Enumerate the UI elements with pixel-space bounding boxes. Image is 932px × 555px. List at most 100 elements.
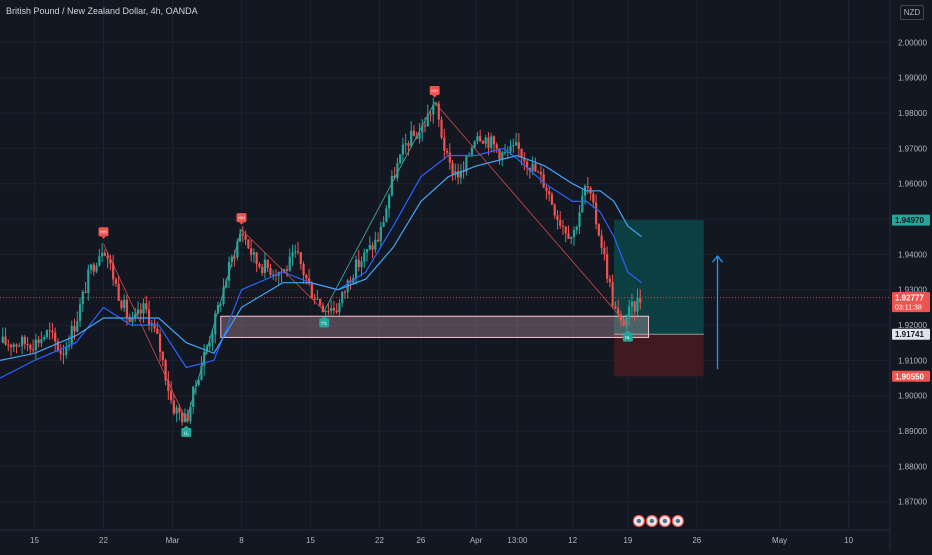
candle-body	[633, 301, 636, 312]
candle-body	[208, 342, 211, 347]
candle-body	[445, 150, 449, 153]
time-tick-label: 26	[416, 536, 425, 545]
candle-body	[87, 269, 90, 293]
candle-body	[594, 202, 598, 225]
price-label-current: 1.92777 03:11:38	[892, 292, 930, 313]
candle-body	[583, 186, 587, 196]
candle-body	[498, 148, 501, 159]
candle-body	[399, 154, 402, 164]
candle-body	[412, 130, 416, 136]
candle-body	[390, 175, 393, 196]
price-tick-label: 1.88000	[898, 462, 927, 471]
candle-body	[106, 255, 109, 259]
time-tick-label: 8	[239, 536, 244, 545]
candle-body	[388, 195, 391, 209]
candle-body	[608, 278, 611, 283]
candle-body	[534, 163, 537, 172]
candle-body	[81, 291, 84, 305]
price-tick-label: 1.93000	[898, 286, 927, 295]
price-label-target: 1.94970	[892, 214, 930, 226]
candle-body	[20, 336, 24, 346]
candle-body	[592, 193, 595, 203]
candle-body	[189, 406, 192, 422]
candle-body	[214, 313, 217, 335]
candle-body	[65, 346, 68, 355]
pivot-low-marker: HL	[622, 330, 633, 342]
candle-body	[327, 310, 330, 312]
candle-body	[393, 175, 396, 179]
candle-body	[78, 304, 82, 322]
candle-body	[98, 256, 101, 266]
currency-badge[interactable]: NZD	[900, 5, 924, 20]
candle-body	[454, 171, 457, 175]
candle-body	[263, 259, 267, 273]
candle-body	[18, 345, 21, 347]
candle-body	[170, 390, 173, 401]
candle-body	[462, 171, 465, 173]
pivot-marker-box	[181, 427, 192, 437]
zigzag-up-leg	[185, 229, 242, 421]
pivot-marker-pointer	[238, 222, 244, 225]
candle-body	[559, 219, 562, 226]
zigzag-up-leg	[323, 102, 436, 312]
candle-body	[181, 412, 184, 423]
time-tick-label: May	[772, 536, 787, 545]
candle-body	[368, 245, 371, 250]
candle-body	[338, 302, 341, 313]
candle-body	[429, 114, 432, 116]
candle-body	[401, 144, 405, 155]
candle-body	[335, 310, 338, 313]
candle-body	[307, 278, 311, 284]
price-tick-label: 1.92000	[898, 321, 927, 330]
candle-body	[156, 328, 159, 334]
candle-body	[520, 148, 523, 159]
candle-body	[216, 305, 220, 314]
price-axis-panel	[890, 0, 932, 550]
price-tick-label: 1.89000	[898, 427, 927, 436]
candle-body	[272, 274, 275, 276]
event-flag-icon	[662, 518, 668, 524]
candle-body	[252, 252, 255, 255]
price-tick-label: 1.98000	[898, 109, 927, 118]
candle-body	[236, 241, 239, 258]
countdown-label: 03:11:38	[895, 305, 922, 312]
candle-body	[316, 298, 319, 300]
price-tick-label: 1.97000	[898, 144, 927, 153]
candle-body	[636, 298, 639, 312]
candle-body	[443, 137, 446, 151]
time-tick-label: 15	[30, 536, 39, 545]
candle-body	[614, 306, 617, 309]
candle-body	[531, 163, 534, 171]
chart-title: British Pound / New Zealand Dollar, 4h, …	[6, 6, 198, 16]
pivot-marker-label: HH	[238, 215, 245, 220]
candle-body	[459, 171, 462, 178]
candle-body	[371, 245, 374, 250]
candle-body	[523, 158, 526, 162]
candle-body	[586, 186, 589, 188]
candle-body	[101, 252, 104, 257]
candles	[1, 97, 642, 426]
candle-body	[299, 252, 302, 264]
candle-body	[512, 145, 515, 147]
candle-body	[426, 114, 429, 127]
candle-body	[136, 309, 140, 315]
pivot-marker-box	[622, 332, 633, 342]
candle-body	[379, 226, 382, 242]
candle-body	[95, 265, 98, 272]
candle-body	[567, 233, 570, 239]
price-label-box	[892, 370, 930, 382]
candle-body	[37, 339, 40, 344]
candle-body	[200, 365, 203, 380]
candle-body	[70, 325, 73, 345]
candle-body	[117, 283, 120, 301]
candle-body	[410, 130, 413, 147]
candle-body	[128, 317, 131, 322]
candle-body	[285, 269, 289, 271]
time-tick-label: 13:00	[507, 536, 528, 545]
candle-body	[625, 317, 628, 326]
price-label-text: 1.92777	[895, 294, 924, 303]
candle-body	[481, 140, 485, 144]
candle-body	[178, 407, 181, 413]
pivot-high-marker: HH	[236, 213, 247, 225]
